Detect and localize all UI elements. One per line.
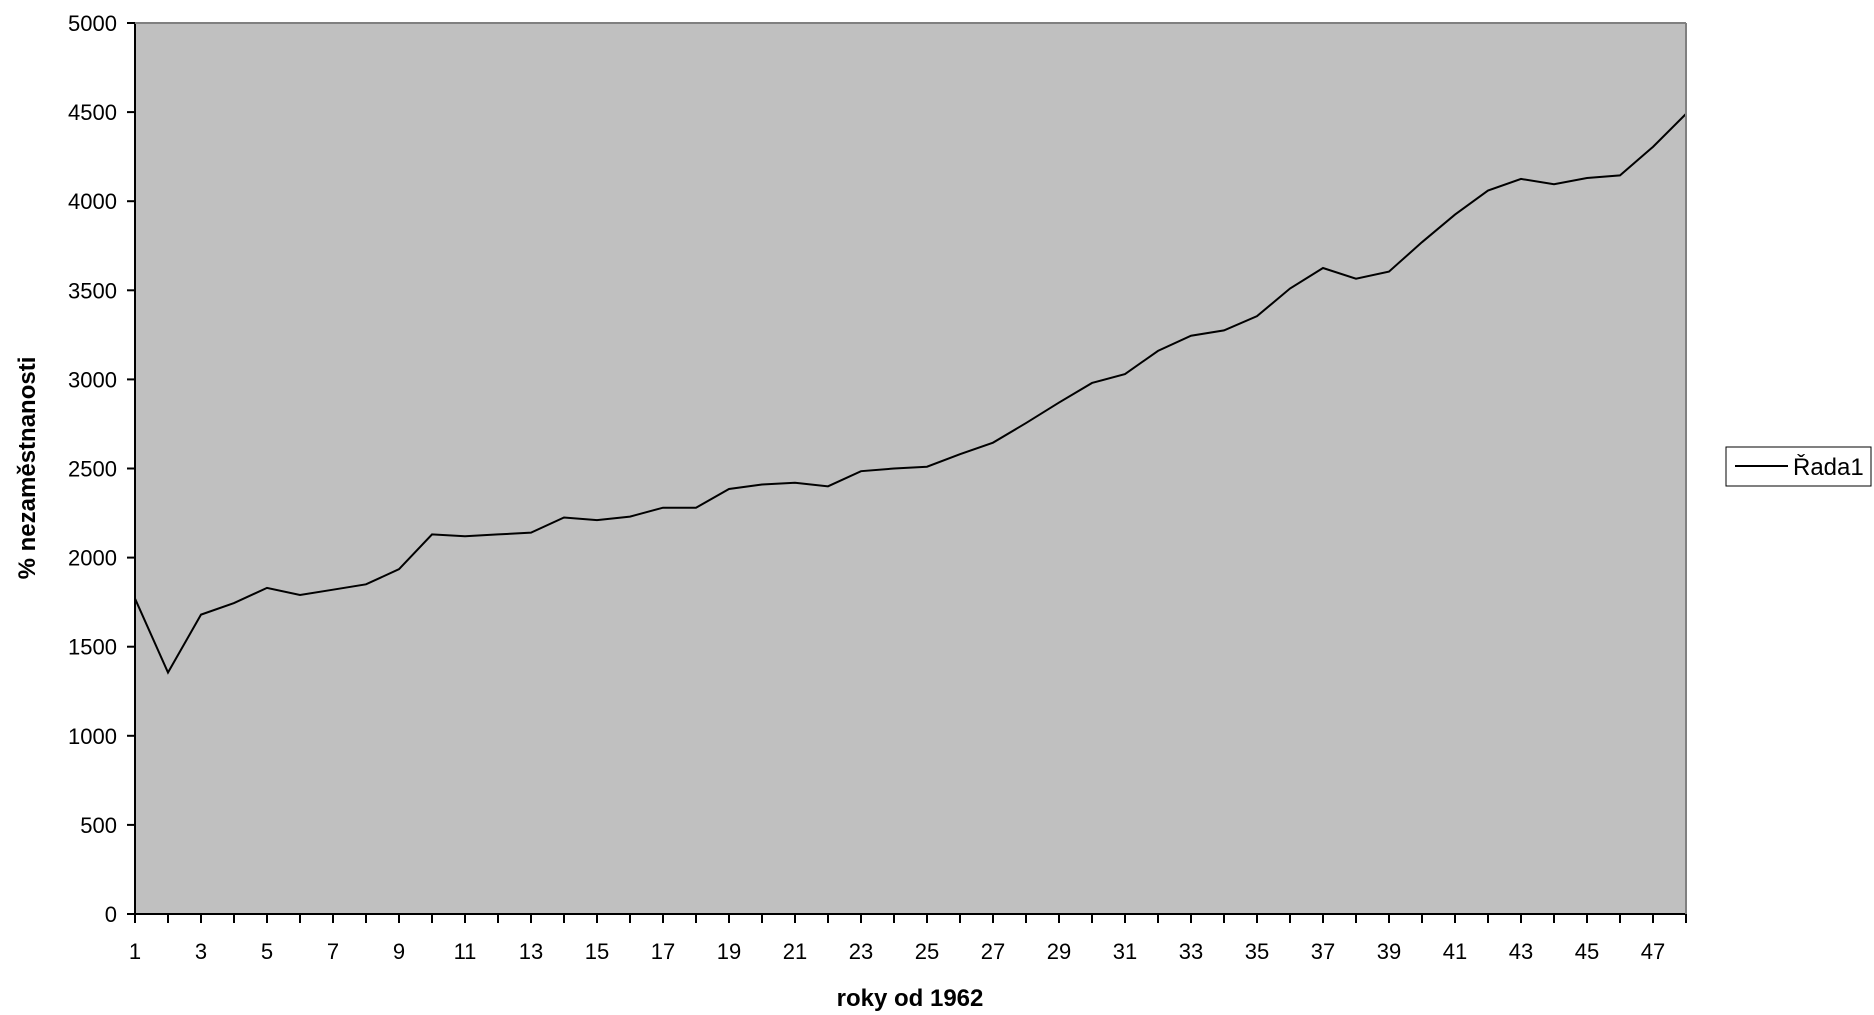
x-tick-label: 25 xyxy=(915,939,939,964)
y-tick-label: 3000 xyxy=(68,367,117,392)
x-tick-label: 5 xyxy=(261,939,273,964)
x-tick-label: 33 xyxy=(1179,939,1203,964)
y-tick-label: 2500 xyxy=(68,457,117,482)
legend-label: Řada1 xyxy=(1793,454,1864,481)
x-tick-label: 29 xyxy=(1047,939,1071,964)
x-tick-label: 41 xyxy=(1443,939,1467,964)
x-axis: 1 3 5 7 9 11 13 15 17 19 21 23 25 27 29 31 33 35 37 39 41 43 4… xyxy=(129,913,1687,964)
y-axis-title: % nezaměstnanosti xyxy=(14,357,41,580)
x-tick-label: 39 xyxy=(1377,939,1401,964)
x-tick-label: 9 xyxy=(393,939,405,964)
x-tick-label: 45 xyxy=(1575,939,1599,964)
y-tick-label: 4000 xyxy=(68,189,117,214)
series-line xyxy=(134,113,1687,675)
x-tick-label: 43 xyxy=(1509,939,1533,964)
x-tick-label: 13 xyxy=(519,939,543,964)
x-tick-label: 21 xyxy=(783,939,807,964)
x-tick-label: 47 xyxy=(1641,939,1665,964)
x-tick-label: 27 xyxy=(981,939,1005,964)
x-tick-label: 31 xyxy=(1113,939,1137,964)
x-tick-label: 23 xyxy=(849,939,873,964)
x-tick-label: 1 xyxy=(129,939,141,964)
y-tick-label: 4500 xyxy=(68,100,117,125)
y-tick-label: 1000 xyxy=(68,724,117,749)
y-tick-label: 500 xyxy=(80,813,117,838)
x-tick-label: 15 xyxy=(585,939,609,964)
y-tick-label: 2000 xyxy=(68,546,117,571)
x-tick-label: 3 xyxy=(195,939,207,964)
y-tick-label: 1500 xyxy=(68,635,117,660)
y-tick-label: 3500 xyxy=(68,278,117,303)
x-tick-label: 35 xyxy=(1245,939,1269,964)
plot-border xyxy=(135,22,1687,914)
y-tick-label: 0 xyxy=(105,902,117,927)
y-tick-label: 5000 xyxy=(68,11,117,36)
x-tick-label: 7 xyxy=(327,939,339,964)
y-axis: 0 500 1000 1500 2000 2500 3000 3500 4000 4500 5000 xyxy=(68,11,136,927)
x-tick-label: 19 xyxy=(717,939,741,964)
x-axis-title: roky od 1962 xyxy=(837,985,984,1012)
legend-box xyxy=(1725,446,1872,487)
legend: Řada1 xyxy=(1725,446,1872,487)
x-tick-label: 37 xyxy=(1311,939,1335,964)
x-tick-label: 11 xyxy=(454,939,477,964)
x-tick-label: 17 xyxy=(651,939,675,964)
